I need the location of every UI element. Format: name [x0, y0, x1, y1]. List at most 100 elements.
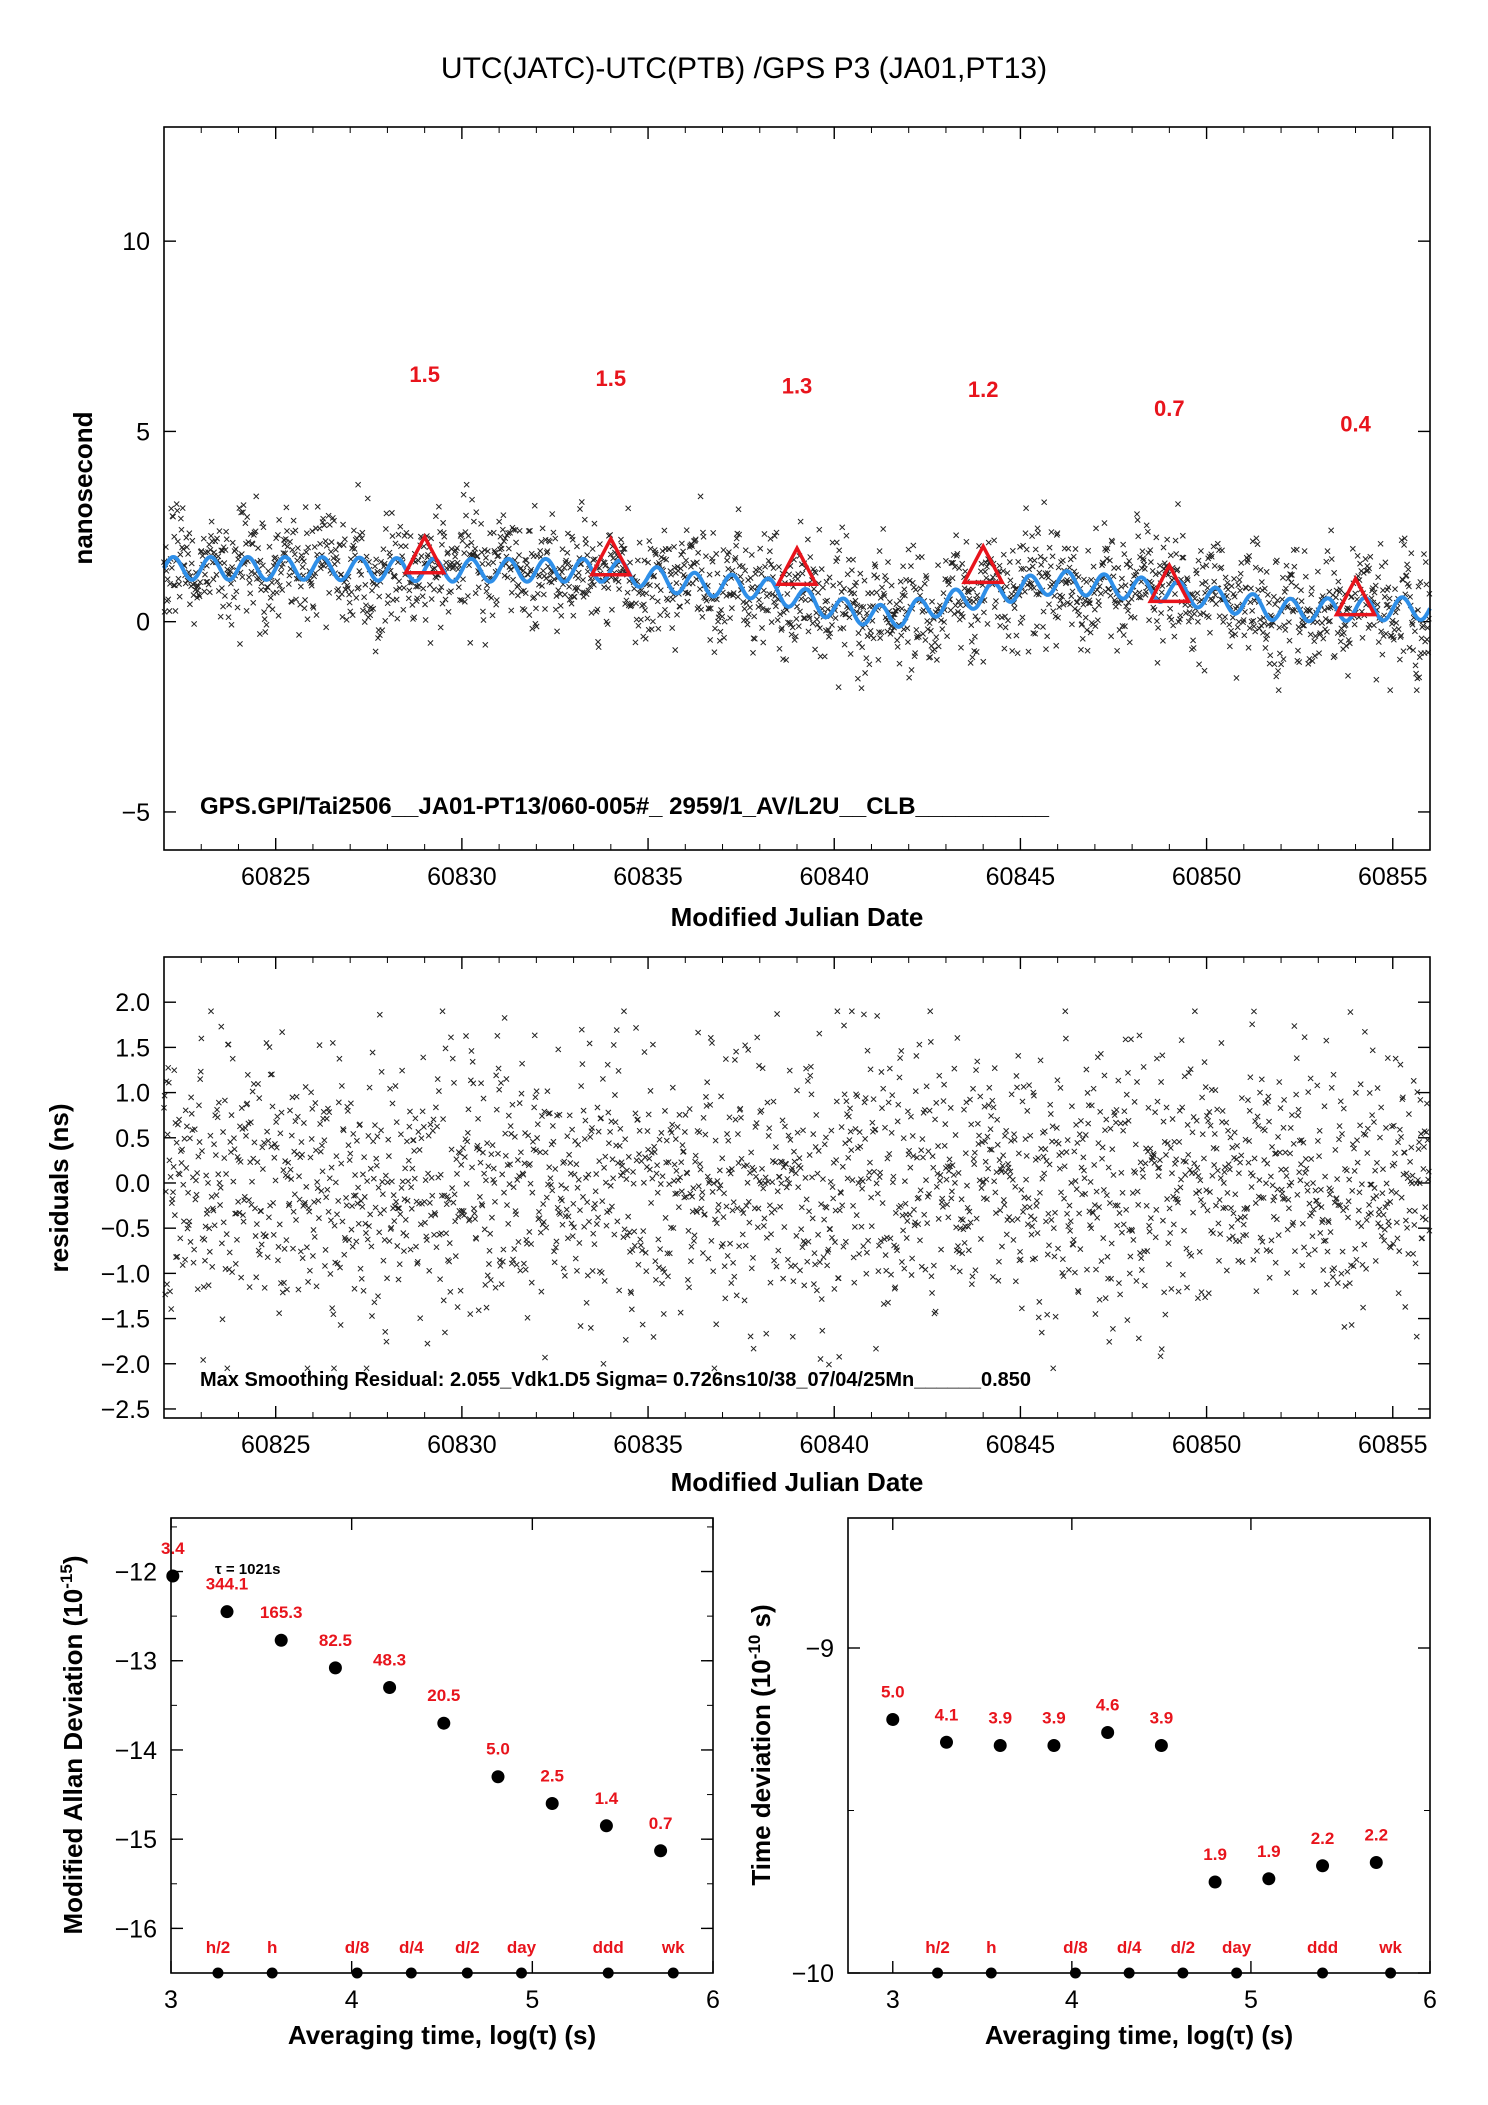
ts-point — [1349, 545, 1356, 552]
ts-point — [1171, 633, 1178, 640]
res-point — [171, 1212, 178, 1219]
ts-marker-label: 1.5 — [596, 366, 627, 391]
ts-point — [1275, 667, 1282, 674]
ts-point — [933, 634, 940, 641]
res-point — [176, 1116, 183, 1123]
res-point — [1239, 1259, 1246, 1266]
res-point — [1404, 1224, 1411, 1231]
res-point — [544, 1088, 551, 1095]
ts-point — [583, 540, 589, 547]
res-point — [1172, 1160, 1178, 1167]
ts-point — [525, 571, 532, 578]
ts-point — [788, 621, 794, 628]
ts-point — [842, 611, 849, 618]
ts-point — [381, 560, 388, 567]
res-point — [1240, 1221, 1247, 1228]
res-point — [473, 1235, 480, 1242]
ts-point — [1365, 625, 1372, 631]
ts-point — [546, 538, 553, 545]
ts-point — [920, 630, 926, 637]
res-point — [1070, 1241, 1077, 1248]
ts-point — [223, 536, 230, 543]
ts-point — [426, 581, 433, 588]
res-point — [1124, 1317, 1131, 1324]
ts-point — [240, 502, 247, 509]
res-point — [913, 1052, 920, 1059]
res-point — [1344, 1268, 1351, 1275]
res-point — [1419, 1235, 1426, 1242]
ts-point — [490, 559, 497, 566]
res-point — [484, 1140, 491, 1147]
ts-point — [582, 536, 589, 542]
ts-point — [1201, 667, 1208, 674]
ts-point — [910, 542, 917, 549]
res-point — [1203, 1187, 1210, 1194]
res-point — [1267, 1248, 1274, 1255]
ts-point — [1237, 570, 1244, 577]
res-point — [731, 1273, 738, 1280]
res-point — [331, 1365, 337, 1372]
res-point — [1298, 1137, 1305, 1144]
ts-point — [1234, 603, 1241, 610]
res-point — [356, 1121, 363, 1128]
res-point — [1286, 1182, 1293, 1189]
res-point — [1410, 1077, 1417, 1084]
res-point — [1375, 1211, 1382, 1218]
ts-point — [1263, 636, 1269, 642]
res-point — [623, 1176, 630, 1183]
res-point — [786, 1067, 793, 1074]
ts-point — [578, 499, 585, 505]
res-point — [1367, 1210, 1374, 1217]
ts-point — [1326, 618, 1333, 624]
ts-point — [268, 579, 275, 586]
mdev-point-label: 344.1 — [206, 1575, 249, 1594]
res-point — [1161, 1138, 1168, 1145]
mdev-point-label: 0.7 — [649, 1814, 673, 1833]
res-point — [493, 1106, 500, 1113]
ts-point — [1398, 537, 1405, 544]
res-point — [770, 1098, 777, 1105]
res-point — [500, 1246, 507, 1253]
res-point — [1294, 1191, 1301, 1198]
res-point — [647, 1087, 654, 1094]
res-point — [1166, 1261, 1172, 1268]
ts-point — [195, 583, 202, 590]
res-point — [1035, 1314, 1042, 1321]
res-point — [1063, 1149, 1070, 1156]
ts-point — [1002, 613, 1008, 620]
res-point — [1420, 1166, 1427, 1172]
ts-point — [527, 568, 534, 575]
res-point — [1295, 1106, 1302, 1113]
res-point — [703, 1093, 709, 1100]
res-point — [994, 1141, 1001, 1148]
ts-point — [1266, 599, 1272, 606]
res-point — [1409, 1172, 1416, 1179]
ts-point — [587, 575, 594, 582]
ts-point — [240, 509, 246, 516]
res-point — [761, 1215, 768, 1222]
res-point — [1000, 1197, 1007, 1203]
res-point — [542, 1149, 549, 1156]
ts-point — [970, 586, 976, 593]
ts-point — [1065, 545, 1072, 552]
ts-point — [343, 616, 350, 623]
res-point — [722, 1056, 729, 1062]
ts-point — [406, 587, 413, 594]
ts-point — [1121, 551, 1128, 558]
res-point — [598, 1269, 605, 1276]
res-point — [1256, 1177, 1263, 1184]
res-point — [833, 1098, 840, 1105]
res-point — [1242, 1136, 1249, 1143]
res-point — [567, 1170, 574, 1177]
ts-point — [284, 543, 291, 550]
tdev-xtick-label: 5 — [1244, 1986, 1258, 2014]
res-point — [437, 1276, 444, 1283]
ts-point — [1243, 585, 1250, 592]
ts-point — [882, 572, 888, 579]
res-point — [1162, 1151, 1169, 1158]
ts-point — [863, 610, 870, 617]
res-point — [405, 1157, 412, 1164]
res-point — [307, 1154, 314, 1161]
res-point — [1377, 1223, 1384, 1230]
res-point — [1335, 1202, 1342, 1208]
